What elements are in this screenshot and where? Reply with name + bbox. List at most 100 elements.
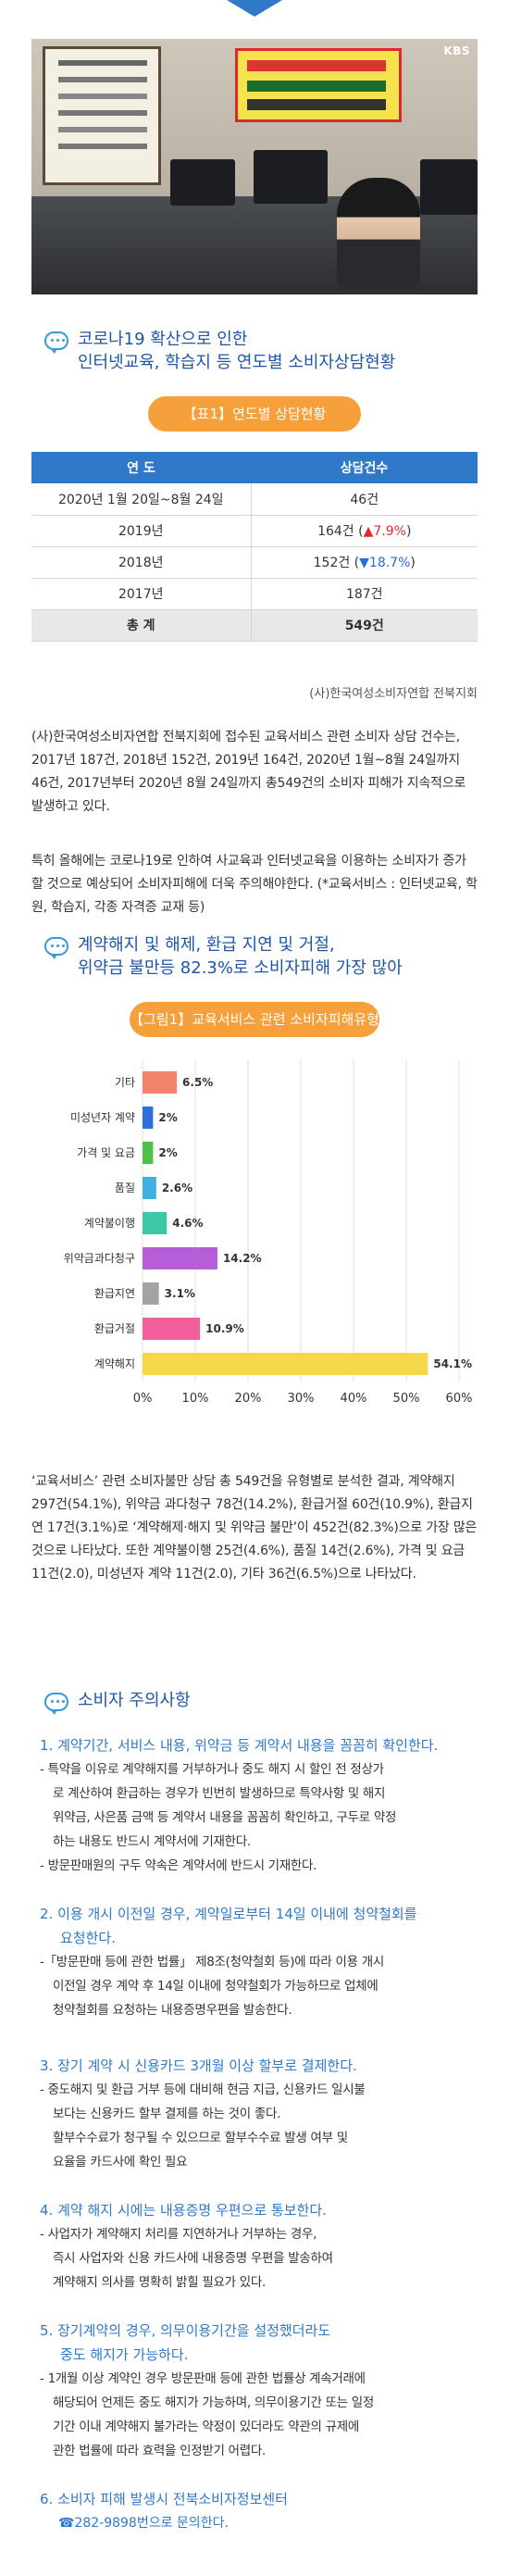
section1-title: 코로나19 확산으로 인한 인터넷교육, 학습지 등 연도별 소비자상담현황 <box>44 328 395 374</box>
table-total-row: 총 계 549건 <box>31 609 478 642</box>
category-label: 기타 <box>115 1076 135 1089</box>
data-label: 10.9% <box>205 1322 244 1335</box>
damage-type-chart: 0% 10% 20% 30% 40% 50% 60% 기타 6.5% 미성년자 계약 2% 가격 및 … <box>31 1046 478 1444</box>
bar <box>143 1212 168 1234</box>
bar <box>143 1177 156 1199</box>
advice-line: 로 계산하여 환급하는 경우가 빈번히 발생하므로 특약사항 및 해지 <box>53 1786 386 1801</box>
advice-3-heading: 3. 장기 계약 시 신용카드 3개월 이상 할부로 결제한다. <box>40 2057 357 2074</box>
advice-line: 요율을 카드사에 확인 필요 <box>53 2155 188 2170</box>
category-label: 미성년자 계약 <box>70 1110 135 1124</box>
advice-line: - 1개월 이상 계약인 경우 방문판매 등에 관한 법률상 계속거래에 <box>40 2371 366 2386</box>
advice-6-phone: ☎282-9898번으로 문의한다. <box>58 2516 229 2531</box>
bar <box>143 1318 201 1340</box>
count-value: 152건 ( <box>313 556 360 570</box>
damage-type-chart-svg: 0% 10% 20% 30% 40% 50% 60% 기타 6.5% 미성년자 계약 2% 가격 및 … <box>64 1059 473 1406</box>
advice-line: 하는 내용도 반드시 계약서에 기재한다. <box>53 1834 251 1849</box>
table-row: 2018년 152건 (▼18.7%) <box>31 546 478 579</box>
count-value: 164건 ( <box>317 524 364 539</box>
advice-line: 계약해지 의사를 명확히 밝힐 필요가 있다. <box>53 2275 266 2290</box>
speech-bubble-icon <box>44 937 68 959</box>
paragraph-2: 특히 올해에는 코로나19로 인하여 사교육과 인터넷교육을 이용하는 소비자가… <box>31 854 478 915</box>
table-cell-count: 152건 (▼18.7%) <box>251 546 478 579</box>
advice-line: 할부수수료가 청구될 수 있으므로 할부수수료 발생 여부 및 <box>53 2131 348 2145</box>
advice-line: - 특약을 이유로 계약해지를 거부하거나 중도 해지 시 할인 전 정상가 <box>40 1762 384 1777</box>
advice-4-body: - 사업자가 계약해지 처리를 지연하거나 거부하는 경우, 즉시 사업자와 신… <box>40 2222 484 2295</box>
paren-close: ) <box>410 556 416 570</box>
speech-bubble-icon <box>44 331 68 354</box>
data-label: 2% <box>158 1146 177 1159</box>
section2-title-line2: 위약금 불만등 82.3%로 소비자피해 가장 많아 <box>78 958 403 978</box>
table1-caption: 【표1】연도별 상담현황 <box>148 396 361 431</box>
table-row: 2017년 187건 <box>31 578 478 610</box>
advice-5-body: - 1개월 이상 계약인 경우 방문판매 등에 관한 법률상 계속거래에 해당되… <box>40 2367 484 2463</box>
advice-line: 보다는 신용카드 할부 결제를 하는 것이 좋다. <box>53 2107 281 2121</box>
advice-line: -「방문판매 등에 관한 법률」 제8조(청약철회 등)에 따라 이용 개시 <box>40 1955 385 1970</box>
data-label: 4.6% <box>172 1217 203 1230</box>
data-label: 6.5% <box>182 1076 213 1089</box>
table-cell-year: 2020년 1월 20일~8월 24일 <box>31 483 252 516</box>
bar <box>143 1071 178 1094</box>
advice-line: 해당되어 언제든 중도 해지가 가능하며, 의무이용기간 또는 일정 <box>53 2395 375 2410</box>
table-cell-year: 2019년 <box>31 515 252 547</box>
table-cell-year: 2018년 <box>31 546 252 579</box>
advice-2-heading: 2. 이용 개시 이전일 경우, 계약일로부터 14일 이내에 청약철회를 요청… <box>40 1902 484 1950</box>
x-tick-label: 20% <box>235 1392 262 1406</box>
section2-title-line1: 계약해지 및 해제, 환급 지연 및 거절, <box>78 935 335 955</box>
table-cell-count: 164건 (▲7.9%) <box>251 515 478 547</box>
advice-line: 위약금, 사은품 금액 등 계약서 내용을 꼼꼼히 확인하고, 구두로 약정 <box>53 1810 397 1825</box>
advice-line: 이전일 경우 계약 후 14일 이내에 청약철회가 가능하므로 업체에 <box>53 1979 379 1994</box>
category-label: 환급지연 <box>94 1287 135 1300</box>
bar <box>143 1353 428 1375</box>
advice-line: 청약철회를 요청하는 내용증명우편을 발송한다. <box>53 2003 292 2018</box>
advice-line: - 사업자가 계약해지 처리를 지연하거나 거부하는 경우, <box>40 2227 317 2242</box>
data-label: 2.6% <box>162 1182 192 1194</box>
photo-notice-board <box>43 46 161 185</box>
section3-title-text: 소비자 주의사항 <box>78 1691 191 1710</box>
data-label: 2% <box>158 1111 177 1124</box>
photo-monitor <box>254 150 328 204</box>
advice-2-body: -「방문판매 등에 관한 법률」 제8조(청약철회 등)에 따라 이용 개시 이… <box>40 1950 484 2022</box>
bar <box>143 1107 154 1129</box>
paragraph-3: ‘교육서비스’ 관련 소비자불만 상담 총 549건을 유형별로 분석한 결과,… <box>31 1474 478 1582</box>
table-header-row: 연 도 상담건수 <box>31 452 478 483</box>
bar <box>143 1142 154 1164</box>
change-down: ▼18.7% <box>359 556 411 570</box>
category-label: 계약해지 <box>94 1357 135 1370</box>
photo-monitor <box>170 159 235 206</box>
paragraph-1: (사)한국여성소비자연합 전북지회에 접수된 교육서비스 관련 소비자 상담 건… <box>31 730 466 814</box>
data-label: 3.1% <box>165 1287 195 1300</box>
photo-monitor <box>420 159 478 215</box>
consult-table: 연 도 상담건수 2020년 1월 20일~8월 24일 46건 2019년 1… <box>31 452 478 642</box>
advice-2-heading-line1: 2. 이용 개시 이전일 경우, 계약일로부터 14일 이내에 청약철회를 <box>40 1906 417 1922</box>
table-total-count: 549건 <box>251 609 478 642</box>
news-photo: KBS <box>31 39 478 294</box>
advice-line: 관한 법률에 따라 효력을 인정받기 어렵다. <box>53 2444 266 2458</box>
photo-banner <box>235 48 402 122</box>
advice-5-heading: 5. 장기계약의 경우, 의무이용기간을 설정했더라도 중도 해지가 가능하다. <box>40 2319 484 2367</box>
change-up: ▲7.9% <box>363 524 406 539</box>
bar <box>143 1282 159 1305</box>
advice-1-body: - 특약을 이유로 계약해지를 거부하거나 중도 해지 시 할인 전 정상가 로… <box>40 1757 484 1878</box>
advice-5-heading-line1: 5. 장기계약의 경우, 의무이용기간을 설정했더라도 <box>40 2322 331 2339</box>
section2-title: 계약해지 및 해제, 환급 지연 및 거절, 위약금 불만등 82.3%로 소비… <box>44 933 403 980</box>
table-cell-count: 46건 <box>251 483 478 516</box>
advice-3-body: - 중도해지 및 환급 거부 등에 대비해 현금 지급, 신용카드 일시불 보다… <box>40 2078 484 2174</box>
table-cell-year: 2017년 <box>31 578 252 610</box>
advice-1-heading: 1. 계약기간, 서비스 내용, 위약금 등 계약서 내용을 꼼꼼히 확인한다. <box>40 1737 439 1754</box>
table-row: 2020년 1월 20일~8월 24일 46건 <box>31 483 478 516</box>
bar <box>143 1247 217 1269</box>
section1-title-line1: 코로나19 확산으로 인한 <box>78 330 248 349</box>
x-tick-label: 60% <box>446 1392 473 1406</box>
data-label: 54.1% <box>433 1357 472 1370</box>
category-label: 환급거절 <box>94 1322 135 1335</box>
section3-title: 소비자 주의사항 <box>44 1689 191 1715</box>
advice-5-heading-line2: 중도 해지가 가능하다. <box>60 2346 189 2363</box>
table-header-count: 상담건수 <box>251 452 478 483</box>
advice-line: 기간 이내 계약해지 불가라는 약정이 있더라도 약관의 규제에 <box>53 2420 359 2434</box>
x-tick-label: 40% <box>341 1392 367 1406</box>
photo-person-on-phone <box>337 178 420 289</box>
advice-6-heading-line1: 6. 소비자 피해 발생시 전북소비자정보센터 <box>40 2491 288 2507</box>
x-tick-label: 0% <box>133 1392 153 1406</box>
advice-line: - 방문판매원의 구두 약속은 계약서에 반드시 기재한다. <box>40 1858 317 1873</box>
